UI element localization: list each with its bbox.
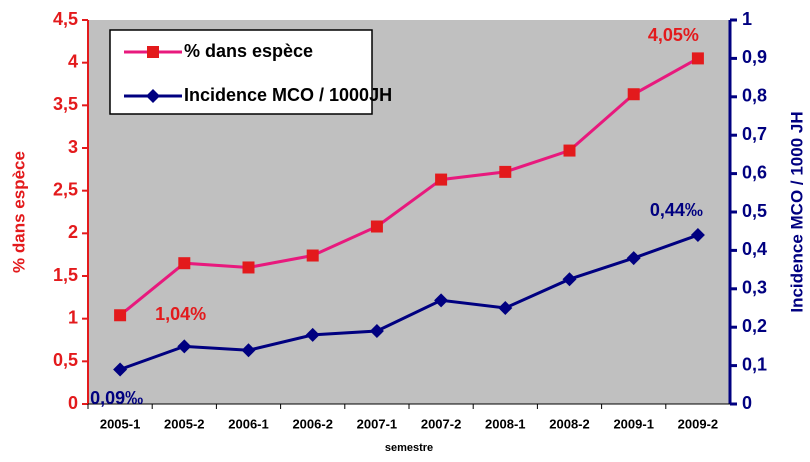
y-tick-label: 0,5 xyxy=(53,350,78,370)
legend-marker xyxy=(146,89,160,103)
series-line xyxy=(119,233,699,371)
marker xyxy=(498,301,513,315)
y2-tick-label: 0,2 xyxy=(742,316,767,336)
x-tick-label: 2006-1 xyxy=(228,416,268,431)
x-tick-label: 2008-2 xyxy=(549,416,589,431)
marker xyxy=(627,88,640,101)
y2-tick-label: 0,8 xyxy=(742,86,767,106)
marker xyxy=(690,228,705,243)
y-tick-label: 4,5 xyxy=(53,9,78,29)
marker xyxy=(369,324,384,339)
y2-tick-label: 0,6 xyxy=(742,162,767,182)
marker xyxy=(562,272,577,287)
y2-tick-label: 0,3 xyxy=(742,278,767,298)
data-label: 0,09‰ xyxy=(90,388,143,408)
y2-tick-label: 0,4 xyxy=(742,239,767,259)
y-tick-label: 4 xyxy=(68,51,78,71)
data-label: 0,44‰ xyxy=(650,200,703,220)
x-tick-label: 2007-2 xyxy=(421,416,461,431)
y-tick-label: 2,5 xyxy=(53,179,78,199)
marker xyxy=(370,220,383,233)
x-tick-label: 2005-2 xyxy=(164,416,204,431)
marker xyxy=(306,249,319,262)
x-tick-label: 2007-1 xyxy=(357,416,397,431)
y-tick-label: 3,5 xyxy=(53,94,78,114)
data-label: 1,04% xyxy=(155,304,206,324)
marker xyxy=(563,144,576,157)
marker xyxy=(305,327,320,342)
y-tick-label: 0 xyxy=(68,393,78,413)
marker xyxy=(114,309,127,322)
y-axis-title: % dans espèce xyxy=(9,151,28,273)
y-tick-label: 3 xyxy=(68,137,78,157)
y2-tick-label: 0,5 xyxy=(742,201,767,221)
marker xyxy=(242,261,255,274)
marker xyxy=(499,165,512,178)
marker xyxy=(434,293,449,308)
x-tick-label: 2009-1 xyxy=(613,416,653,431)
data-label: 4,05% xyxy=(648,25,699,45)
x-axis-title: semestre xyxy=(385,442,433,454)
x-tick-label: 2008-1 xyxy=(485,416,525,431)
y-tick-label: 2 xyxy=(68,222,78,242)
y2-tick-label: 0,7 xyxy=(742,124,767,144)
legend-marker xyxy=(147,46,159,58)
y2-tick-label: 0 xyxy=(742,393,752,413)
y-tick-label: 1 xyxy=(68,307,78,327)
y2-axis-title: Incidence MCO / 1000 JH xyxy=(787,111,806,312)
marker xyxy=(113,362,128,377)
x-tick-label: 2009-2 xyxy=(678,416,718,431)
marker xyxy=(177,339,192,354)
marker xyxy=(691,52,704,65)
marker xyxy=(178,257,191,270)
x-tick-label: 2005-1 xyxy=(100,416,140,431)
y2-tick-label: 1 xyxy=(742,9,752,29)
y-tick-label: 1,5 xyxy=(53,265,78,285)
y2-tick-label: 0,1 xyxy=(742,354,767,374)
x-tick-label: 2006-2 xyxy=(292,416,332,431)
legend-label: Incidence MCO / 1000JH xyxy=(184,85,392,105)
marker xyxy=(435,173,448,186)
legend-label: % dans espèce xyxy=(184,41,313,61)
marker xyxy=(626,251,641,266)
series-line xyxy=(119,57,699,317)
y2-tick-label: 0,9 xyxy=(742,47,767,67)
marker xyxy=(241,343,256,358)
